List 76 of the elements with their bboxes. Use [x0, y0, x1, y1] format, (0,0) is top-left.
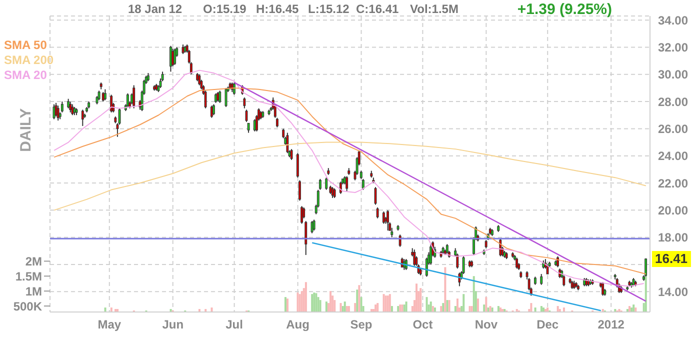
y2-tick-label: 1M — [25, 284, 42, 298]
annotation: 16.41 — [652, 250, 691, 267]
candlestick — [362, 178, 364, 190]
y-tick-label: 26.00 — [658, 122, 688, 136]
candlestick — [210, 105, 213, 118]
candlestick — [318, 178, 322, 190]
line-series — [54, 142, 646, 211]
y2-tick-label: 2M — [25, 254, 42, 268]
x-tick-label: Sep — [350, 318, 372, 332]
candlestick — [286, 132, 289, 154]
text: C:16.41 — [356, 2, 399, 16]
text: O:15.19 — [203, 2, 246, 16]
y-tick-label: 22.00 — [658, 176, 688, 190]
y-tick-label: 30.00 — [658, 68, 688, 82]
y-tick-label: 24.00 — [658, 149, 688, 164]
x-tick-label: Oct — [412, 318, 433, 332]
text: H:16.45 — [256, 2, 299, 16]
text: SMA 20 — [4, 68, 48, 83]
candlestick — [198, 74, 201, 86]
y-tick-label: 32.00 — [658, 40, 688, 54]
candlestick — [243, 96, 246, 109]
text: 18 Jan 12 — [128, 2, 182, 16]
candlestick — [339, 181, 342, 194]
candlestick — [104, 88, 106, 101]
y2-axis-title: DAILY — [18, 108, 34, 152]
y2-tick-label: 1.5M — [15, 269, 42, 284]
candlestick — [126, 92, 129, 108]
candlestick — [98, 90, 100, 101]
y-tick-label: 18.00 — [658, 230, 688, 245]
candlestick — [331, 186, 334, 198]
candlestick — [52, 104, 56, 120]
candlestick — [325, 177, 328, 190]
candlestick — [374, 186, 377, 206]
candlestick — [398, 234, 402, 248]
candlestick — [174, 48, 176, 66]
x-tick-label: Dec — [536, 318, 559, 332]
y2-tick-label: 500K — [13, 299, 42, 314]
candlestick — [413, 249, 416, 266]
candlestick — [376, 206, 379, 219]
candlestick — [212, 104, 215, 116]
candlestick — [245, 109, 248, 122]
x-tick-label: Aug — [286, 318, 310, 332]
candlestick — [346, 176, 348, 192]
y-tick-label: 20.00 — [658, 203, 688, 218]
x-tick-label: Jun — [162, 318, 184, 332]
x-tick-label: Jul — [226, 318, 243, 332]
y-tick-label: 34.00 — [658, 13, 688, 28]
candlestick — [298, 180, 301, 202]
candlestick — [69, 101, 72, 113]
y-tick-label: 14.00 — [658, 284, 688, 299]
candlestick — [224, 87, 228, 108]
candlestick — [430, 244, 432, 265]
candlestick — [312, 219, 316, 232]
candlestick — [333, 188, 336, 198]
candlestick — [458, 272, 461, 287]
candlestick — [302, 206, 306, 219]
text: Vol:1.5M — [410, 2, 458, 16]
candlestick — [247, 122, 250, 134]
candlestick — [132, 84, 136, 109]
candlestick — [218, 90, 222, 104]
candlestick — [276, 117, 278, 128]
candlestick — [390, 227, 394, 238]
candlestick — [296, 152, 299, 178]
y-tick-label: 28.00 — [658, 94, 688, 109]
x-tick-label: Nov — [474, 318, 498, 332]
candlestick — [540, 273, 543, 286]
candlestick — [56, 105, 60, 122]
candlestick — [382, 211, 385, 224]
text: SMA 200 — [4, 53, 54, 68]
candlestick — [81, 109, 84, 126]
candlestick — [67, 98, 70, 109]
x-tick-label: 2012 — [598, 318, 625, 332]
text: SMA 50 — [4, 38, 48, 53]
x-tick-label: May — [98, 318, 122, 332]
text: L:15.12 — [308, 2, 350, 16]
annotation: +1.39 (9.25%) — [517, 1, 612, 18]
